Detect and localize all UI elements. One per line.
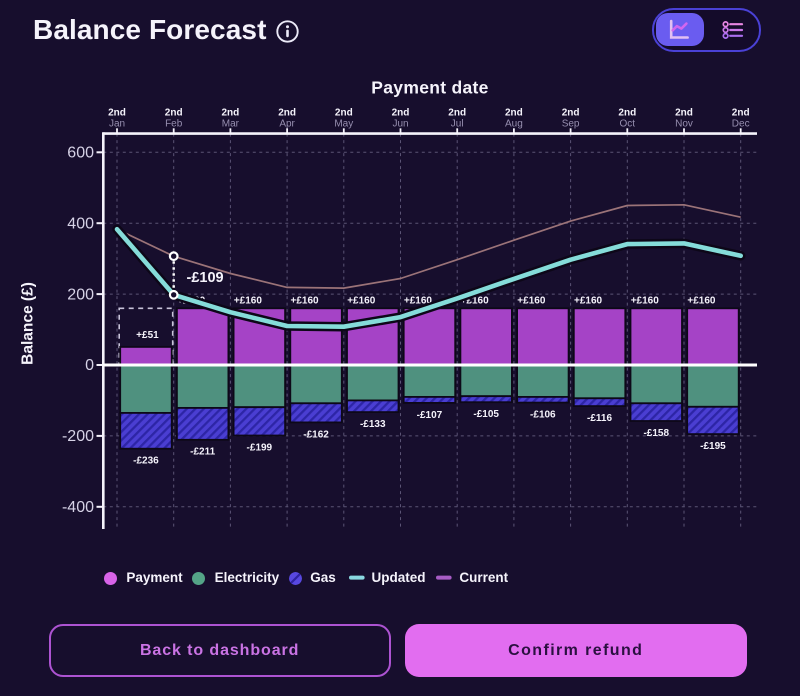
svg-text:-£211: -£211: [190, 447, 215, 458]
svg-text:2nd: 2nd: [278, 108, 296, 119]
svg-text:Jan: Jan: [109, 119, 125, 130]
svg-text:+£160: +£160: [631, 295, 660, 306]
svg-text:2nd: 2nd: [732, 108, 750, 119]
svg-text:-£199: -£199: [247, 442, 273, 453]
svg-text:May: May: [334, 119, 353, 130]
svg-text:200: 200: [67, 286, 94, 303]
svg-text:Mar: Mar: [222, 119, 240, 130]
svg-text:Payment date: Payment date: [371, 78, 488, 98]
svg-text:Apr: Apr: [279, 119, 295, 130]
svg-text:-£162: -£162: [303, 429, 329, 440]
svg-text:-£107: -£107: [417, 410, 443, 421]
svg-text:Sep: Sep: [562, 119, 580, 130]
svg-text:2nd: 2nd: [335, 108, 353, 119]
svg-text:2nd: 2nd: [562, 108, 580, 119]
svg-text:+£160: +£160: [291, 295, 320, 306]
svg-text:Balance (£): Balance (£): [20, 282, 37, 365]
svg-text:2nd: 2nd: [108, 108, 126, 119]
svg-text:+£160: +£160: [574, 295, 603, 306]
svg-text:-200: -200: [62, 428, 94, 445]
svg-text:0: 0: [85, 357, 94, 374]
svg-text:400: 400: [67, 215, 94, 232]
svg-text:2nd: 2nd: [618, 108, 636, 119]
svg-text:-£105: -£105: [473, 409, 499, 420]
svg-text:2nd: 2nd: [165, 108, 183, 119]
svg-text:+£160: +£160: [461, 295, 490, 306]
svg-text:-£116: -£116: [587, 413, 612, 424]
svg-text:+£160: +£160: [687, 295, 716, 306]
svg-text:-£195: -£195: [700, 441, 726, 452]
svg-text:600: 600: [67, 145, 94, 162]
svg-text:+£160: +£160: [517, 295, 546, 306]
svg-text:2nd: 2nd: [448, 108, 466, 119]
svg-text:2nd: 2nd: [222, 108, 240, 119]
svg-text:-£106: -£106: [530, 410, 556, 421]
svg-text:2nd: 2nd: [392, 108, 410, 119]
svg-text:Jul: Jul: [451, 119, 464, 130]
svg-text:+£51: +£51: [136, 330, 159, 341]
svg-text:+£160: +£160: [234, 295, 263, 306]
svg-text:Nov: Nov: [675, 119, 693, 130]
svg-text:-400: -400: [62, 499, 94, 516]
svg-text:-£109: -£109: [187, 270, 224, 286]
svg-text:2nd: 2nd: [505, 108, 523, 119]
svg-text:Aug: Aug: [505, 119, 523, 130]
svg-text:Oct: Oct: [620, 119, 636, 130]
svg-text:-£158: -£158: [643, 428, 669, 439]
svg-text:+£160: +£160: [404, 295, 433, 306]
svg-text:Dec: Dec: [732, 119, 750, 130]
svg-text:2nd: 2nd: [675, 108, 693, 119]
svg-text:-£133: -£133: [360, 419, 386, 430]
svg-text:-£236: -£236: [133, 456, 159, 467]
svg-text:+£160: +£160: [347, 295, 376, 306]
svg-text:Feb: Feb: [165, 119, 183, 130]
svg-text:Jun: Jun: [392, 119, 408, 130]
